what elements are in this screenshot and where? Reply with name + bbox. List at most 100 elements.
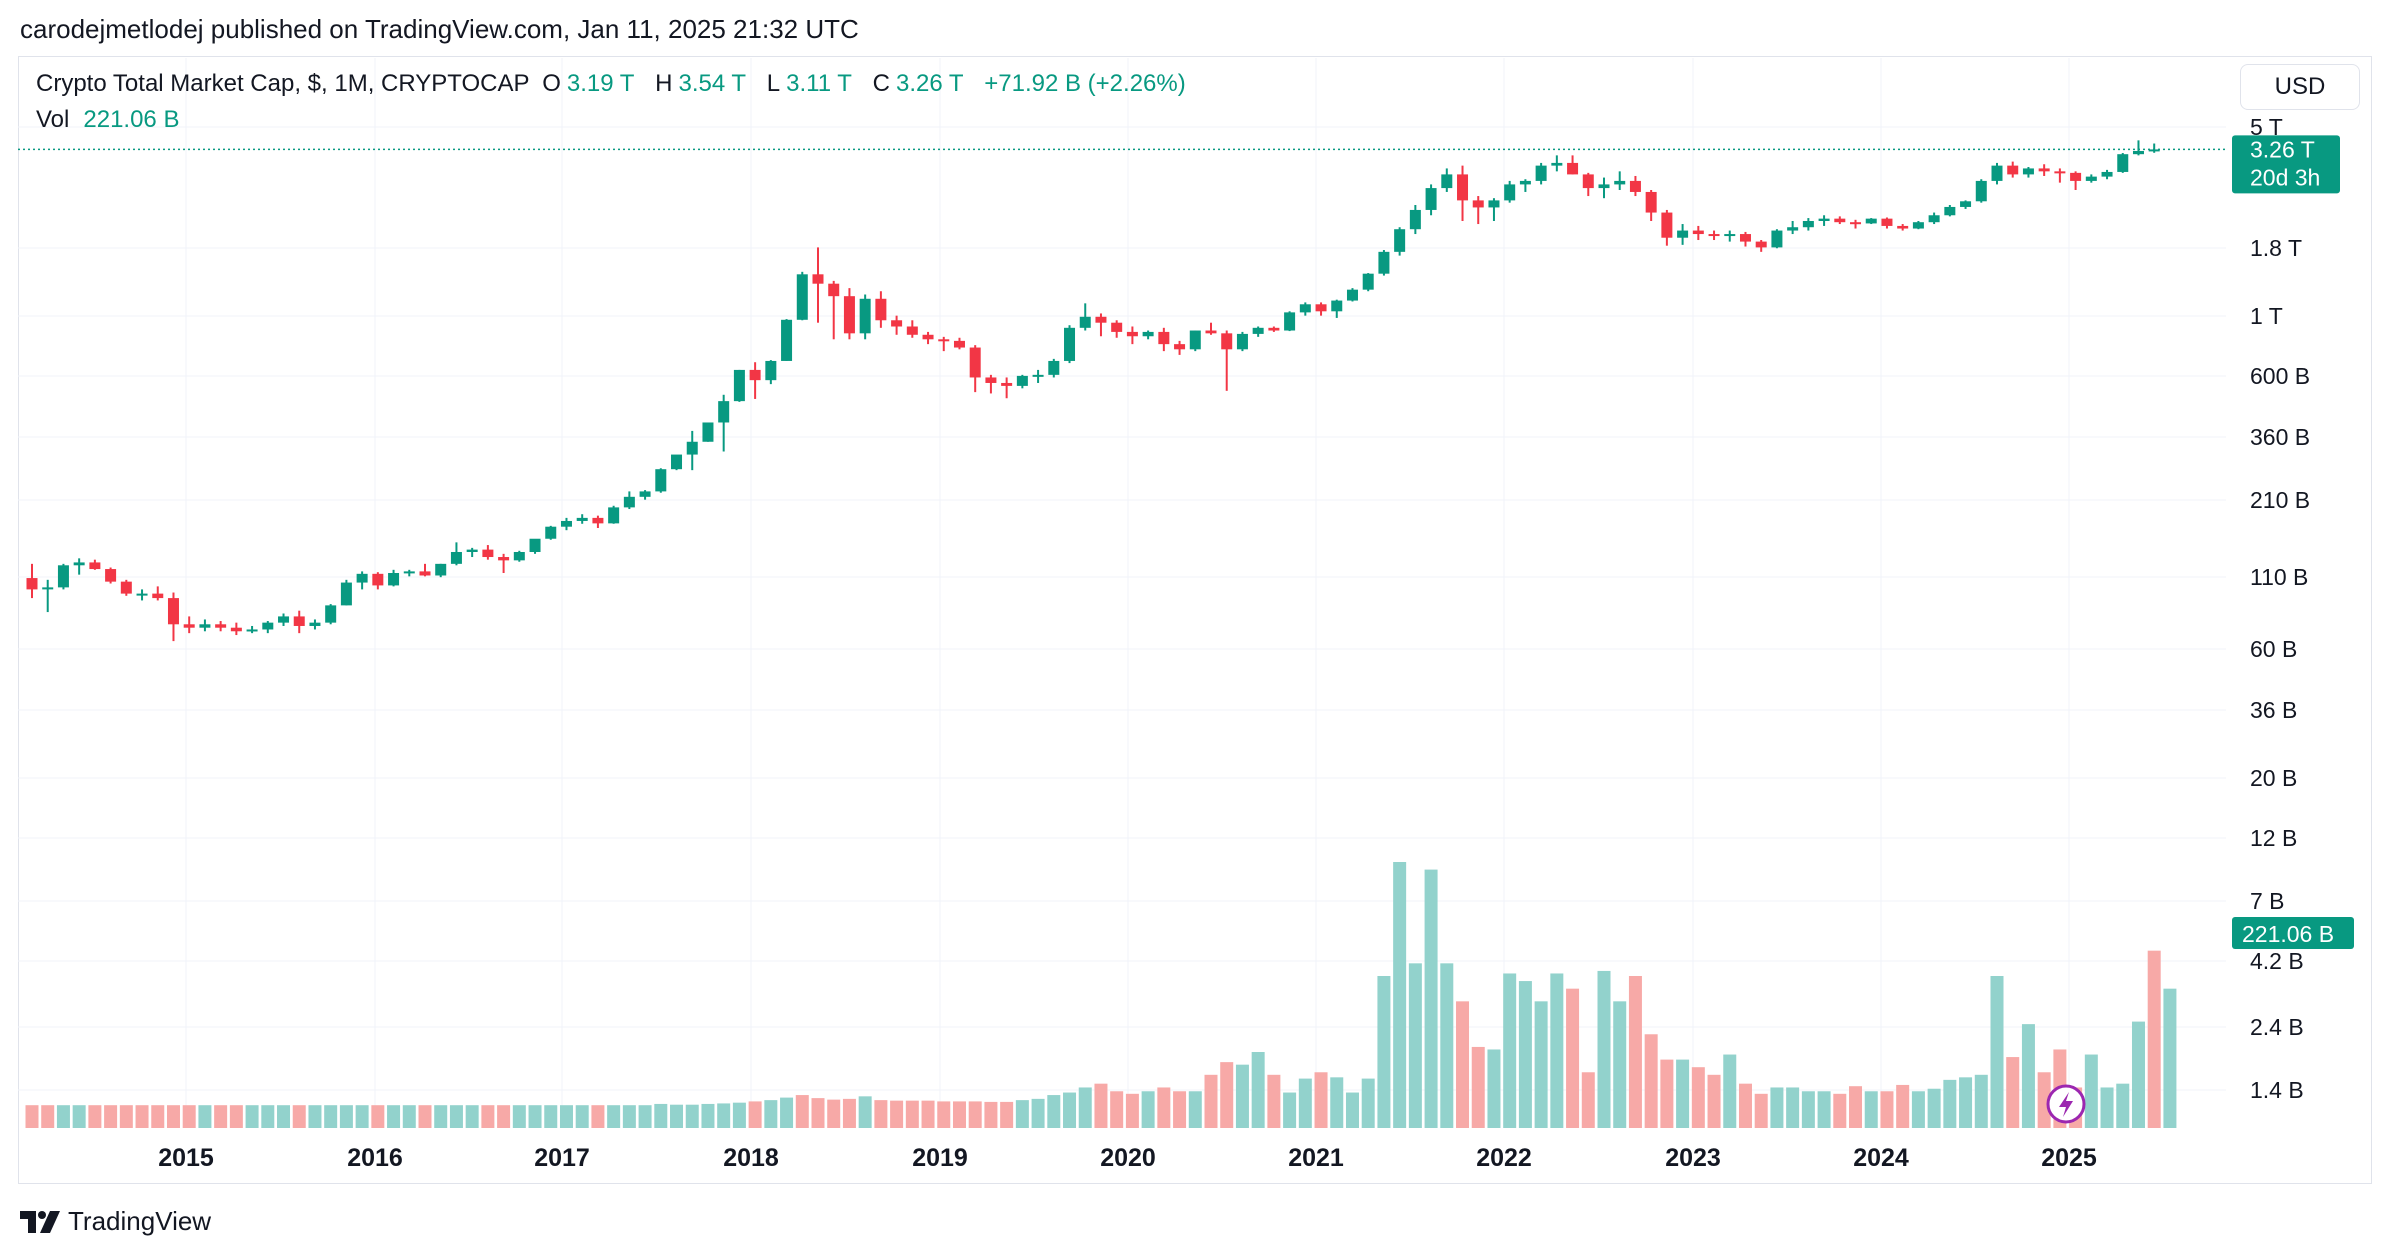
candle [1111, 320, 1123, 338]
candle [1457, 165, 1469, 221]
candle [1865, 218, 1877, 225]
volume-bar [921, 1100, 935, 1128]
candle [498, 553, 510, 574]
volume-bar [811, 1098, 825, 1128]
candle [592, 515, 604, 528]
volume-value: 221.06 B [83, 106, 180, 133]
symbol-title: Crypto Total Market Cap, $, 1M, CRYPTOCA… [36, 70, 530, 97]
candle [938, 336, 950, 352]
volume-bar [214, 1105, 228, 1128]
volume-bar [1361, 1078, 1375, 1128]
candle [278, 613, 290, 626]
volume-bar [559, 1105, 573, 1128]
candle [686, 430, 698, 471]
low-label: L [766, 70, 781, 97]
volume-bar [575, 1105, 589, 1128]
y-tick-label: 36 B [2250, 697, 2297, 723]
volume-bar [905, 1100, 919, 1128]
volume-bar [512, 1105, 526, 1128]
volume-bar [842, 1098, 856, 1128]
volume-bar [1943, 1079, 1957, 1128]
candle [1519, 179, 1531, 192]
volume-bar [1267, 1074, 1281, 1128]
volume-bar [25, 1105, 39, 1128]
high-label: H [655, 70, 673, 97]
candle [1064, 325, 1076, 364]
volume-bar [339, 1105, 353, 1128]
candle [1221, 330, 1233, 391]
volume-bar [1393, 862, 1407, 1128]
overlay-layer [18, 148, 2226, 1124]
candle [403, 569, 415, 577]
volume-bar [418, 1105, 432, 1128]
volume-bar [1880, 1091, 1894, 1128]
volume-bar [1440, 963, 1454, 1128]
volume-bar [2006, 1057, 2020, 1128]
volume-bar [1628, 976, 1642, 1128]
candle [1079, 303, 1091, 331]
candle [419, 563, 431, 577]
candle [1912, 220, 1924, 230]
grid-layer [18, 58, 2226, 1128]
volume-bar [952, 1101, 966, 1128]
candle [1834, 216, 1846, 225]
candle [1362, 273, 1374, 292]
candle [608, 505, 620, 524]
volume-bar [1141, 1091, 1155, 1128]
candle [1441, 168, 1453, 192]
close-value: 3.26 T [895, 70, 964, 97]
candle [199, 619, 211, 632]
y-tick-label: 2.4 B [2250, 1014, 2304, 1040]
volume-bar [1235, 1064, 1249, 1128]
open-label: O [542, 70, 561, 97]
candle [985, 374, 997, 394]
candle [1677, 224, 1689, 245]
volume-bar [638, 1105, 652, 1128]
candle [2054, 168, 2066, 183]
volume-bar [166, 1105, 180, 1128]
currency-button[interactable]: USD [2240, 64, 2360, 110]
volume-bar [544, 1105, 558, 1128]
candle [1126, 326, 1138, 345]
candle [781, 319, 793, 361]
volume-bar [308, 1105, 322, 1128]
brand-name: TradingView [68, 1206, 212, 1236]
candle [293, 610, 305, 634]
volume-bar [764, 1100, 778, 1128]
candle [969, 345, 981, 393]
volume-bar [1204, 1074, 1218, 1128]
x-tick-label: 2022 [1476, 1144, 1532, 1172]
candle [1158, 327, 1170, 352]
candle [2148, 143, 2160, 153]
x-tick-label: 2021 [1288, 1144, 1344, 1172]
high-value: 3.54 T [678, 70, 747, 97]
volume-label: Vol [36, 106, 70, 133]
candle [73, 558, 85, 575]
volume-bar [1613, 1001, 1627, 1128]
volume-bar [1566, 988, 1580, 1128]
candle [1346, 288, 1358, 302]
candle [1881, 217, 1893, 229]
volume-bar [387, 1105, 401, 1128]
y-tick-label: 210 B [2250, 487, 2310, 513]
volume-bar [2163, 988, 2177, 1128]
volume-bar [1691, 1067, 1705, 1128]
candle [1787, 220, 1799, 235]
volume-bar [324, 1105, 338, 1128]
volume-bar [874, 1100, 888, 1128]
candle [1394, 227, 1406, 256]
candle [1897, 224, 1909, 231]
volume-bar [355, 1105, 369, 1128]
volume-bar [1125, 1093, 1139, 1128]
volume-bar [984, 1101, 998, 1128]
volume-bar [1283, 1092, 1297, 1128]
candle [2132, 140, 2144, 156]
volume-bar [1173, 1091, 1187, 1128]
candle [1095, 313, 1107, 337]
lightning-icon[interactable] [2046, 1084, 2086, 1124]
candle [1739, 231, 1751, 247]
y-tick-label: 1.8 T [2250, 235, 2302, 261]
volume-bar [1974, 1074, 1988, 1128]
tradingview-brand[interactable]: TradingView [20, 1206, 211, 1237]
